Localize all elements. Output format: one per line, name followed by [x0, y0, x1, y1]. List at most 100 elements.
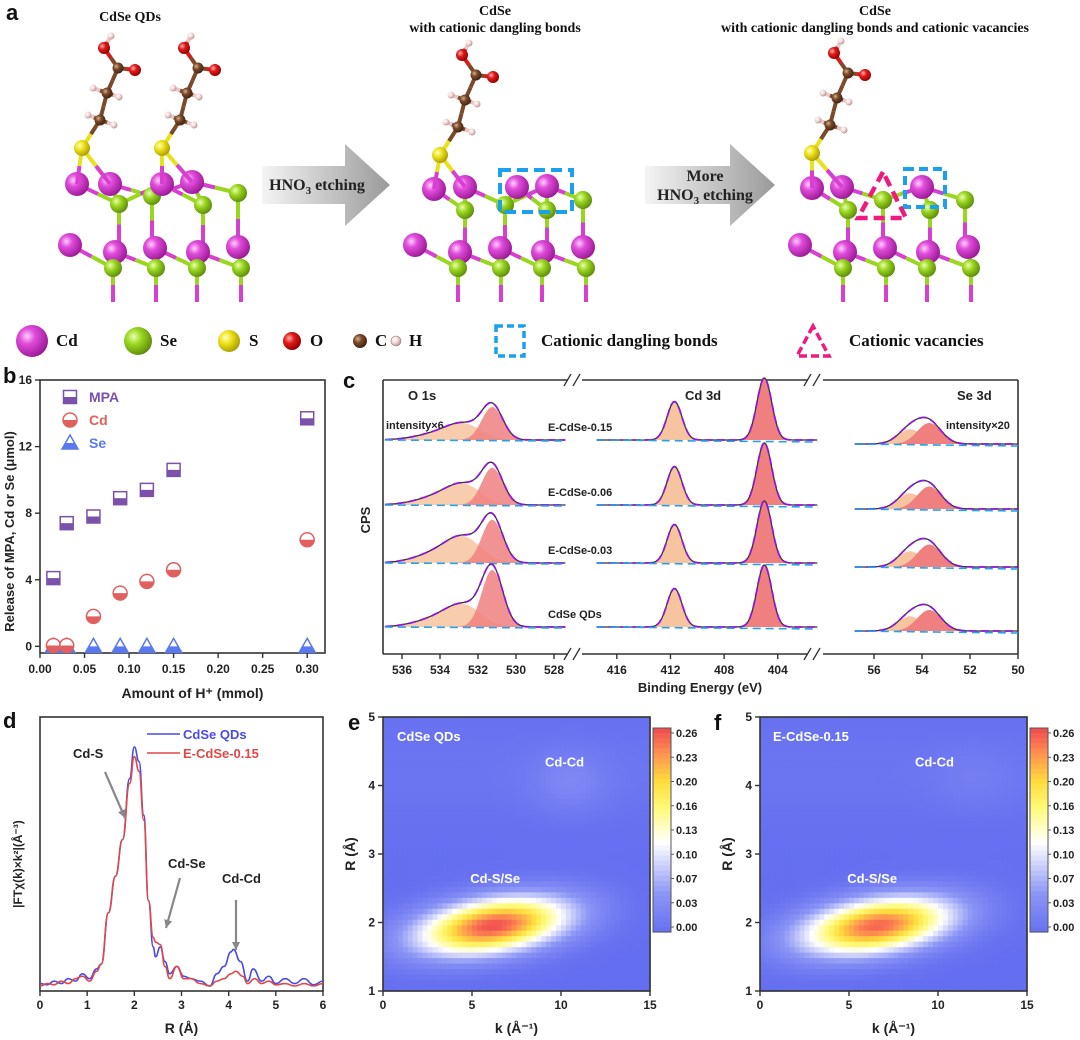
heatmap-cell: [491, 771, 498, 778]
heatmap-cell: [570, 919, 577, 926]
heatmap-cell: [476, 870, 483, 877]
heatmap-cell: [620, 782, 626, 789]
heatmap-cell: [531, 958, 537, 965]
heatmap-cell: [829, 919, 835, 926]
heatmap-cell: [824, 864, 830, 872]
heatmap-cell: [620, 930, 626, 937]
heatmap-cell: [819, 947, 825, 954]
heatmap-cell: [769, 788, 776, 795]
heatmap-cell: [858, 832, 865, 839]
heatmap-cell: [506, 832, 513, 839]
heatmap-cell: [888, 897, 895, 904]
heatmap-cell: [908, 799, 914, 806]
heatmap-cell: [422, 919, 429, 926]
heatmap-cell: [858, 881, 865, 888]
heatmap-cell: [541, 859, 547, 866]
heatmap-cell: [789, 777, 796, 784]
heatmap-cell: [546, 919, 552, 926]
heatmap-cell: [531, 727, 537, 735]
heatmap-cell: [526, 848, 532, 855]
heatmap-cell: [600, 760, 607, 767]
heatmap-cell: [551, 837, 557, 844]
heatmap-cell: [819, 744, 825, 751]
heatmap-cell: [794, 864, 801, 872]
heatmap-cell: [819, 854, 825, 861]
heatmap-cell: [383, 985, 389, 992]
heatmap-cell: [774, 974, 781, 981]
heatmap-cell: [486, 733, 493, 740]
heatmap-cell: [764, 886, 771, 893]
heatmap-cell: [819, 727, 825, 735]
heatmap-cell: [913, 930, 919, 937]
heatmap-cell: [898, 963, 904, 970]
heatmap-cell: [853, 766, 860, 773]
heatmap-cell: [883, 980, 890, 987]
heatmap-cell: [853, 793, 860, 800]
heatmap-cell: [546, 755, 552, 762]
heatmap-cell: [462, 947, 468, 954]
heatmap-cell: [565, 854, 572, 861]
heatmap-cells: [760, 717, 1028, 992]
heatmap-cell: [580, 821, 587, 828]
heatmap-cell: [868, 958, 875, 965]
heatmap-cell: [789, 919, 796, 926]
heatmap-cell: [521, 985, 527, 992]
heatmap-cell: [526, 727, 532, 735]
heatmap-cell: [804, 870, 811, 877]
heatmap-cell: [452, 821, 458, 828]
heatmap-cell: [417, 799, 424, 806]
heatmap-cell: [878, 875, 885, 882]
heatmap-cell: [625, 826, 631, 833]
heatmap-cell: [467, 782, 473, 789]
heatmap-cell: [546, 777, 552, 784]
heatmap-cell: [760, 821, 766, 828]
heatmap-cell: [491, 963, 498, 970]
heatmap-cell: [819, 766, 825, 773]
heatmap-cell: [903, 771, 909, 778]
heatmap-cell: [575, 755, 582, 762]
heatmap-cell: [496, 749, 503, 756]
heatmap-cell: [531, 969, 537, 976]
heatmap-cell: [898, 821, 904, 828]
heatmap-cell: [476, 892, 483, 899]
heatmap-cell: [809, 837, 815, 844]
heatmap-cell: [804, 771, 811, 778]
heatmap-cell: [531, 782, 537, 789]
y-tick-label: 16: [19, 373, 33, 387]
heatmap-cell: [526, 974, 532, 981]
heatmap-cell: [585, 974, 592, 981]
heatmap-cell: [620, 821, 626, 828]
heatmap-cell: [883, 744, 890, 751]
heatmap-cell: [452, 717, 458, 724]
heatmap-cell: [511, 919, 518, 926]
heatmap-cell: [784, 837, 791, 844]
heatmap-cell: [794, 892, 801, 899]
heatmap-cell: [551, 930, 557, 937]
heatmap-cell: [481, 914, 488, 921]
heatmap-cell: [769, 815, 776, 822]
heatmap-cell: [853, 903, 860, 910]
heatmap-cell: [590, 788, 597, 795]
heatmap-cell: [903, 733, 909, 740]
heatmap-cell: [779, 843, 786, 850]
heatmap-cell: [814, 727, 820, 735]
heatmap-cell: [506, 738, 513, 745]
heatmap-cell: [834, 897, 840, 904]
heatmap-cell: [809, 727, 815, 735]
heatmap-cell: [853, 958, 860, 965]
heatmap-cell: [501, 864, 508, 872]
heatmap-cell: [903, 925, 909, 932]
heatmap-cell: [422, 744, 429, 751]
heatmap-cell: [467, 886, 473, 893]
heatmap-cell: [829, 727, 835, 735]
heatmap-cell: [883, 782, 890, 789]
heatmap-cell: [908, 821, 914, 828]
heatmap-cell: [849, 914, 855, 921]
heatmap-cell: [516, 941, 523, 948]
heatmap-cell: [605, 947, 612, 954]
heatmap-cell: [467, 974, 473, 981]
heatmap-cell: [868, 717, 875, 724]
heatmap-cell: [883, 766, 890, 773]
heatmap-cell: [437, 947, 443, 954]
heatmap-cell: [462, 897, 468, 904]
